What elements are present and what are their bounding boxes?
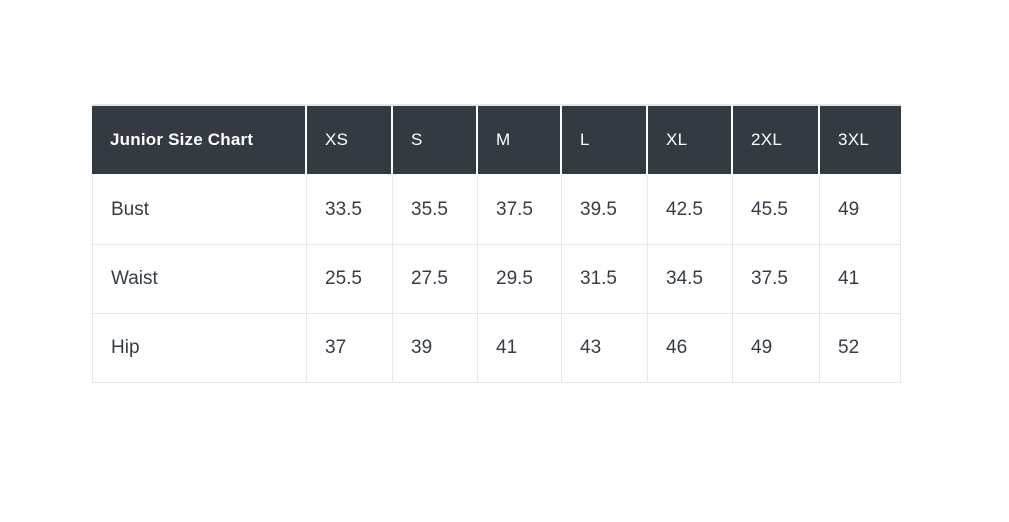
- value-cell: 34.5: [648, 245, 733, 314]
- value-cell: 49: [733, 314, 820, 383]
- value-cell: 41: [478, 314, 562, 383]
- value-cell: 29.5: [478, 245, 562, 314]
- value-cell: 45.5: [733, 176, 820, 245]
- value-cell: 25.5: [307, 245, 393, 314]
- value-cell: 37.5: [733, 245, 820, 314]
- header-row: Junior Size Chart XS S M L XL 2XL 3XL: [92, 104, 901, 176]
- junior-size-chart-table: Junior Size Chart XS S M L XL 2XL 3XL Bu…: [92, 104, 901, 383]
- column-header-2xl: 2XL: [733, 104, 820, 176]
- row-label: Bust: [92, 176, 307, 245]
- value-cell: 37: [307, 314, 393, 383]
- value-cell: 39.5: [562, 176, 648, 245]
- value-cell: 27.5: [393, 245, 478, 314]
- table-row-hip: Hip 37 39 41 43 46 49 52: [92, 314, 901, 383]
- column-header-3xl: 3XL: [820, 104, 901, 176]
- value-cell: 46: [648, 314, 733, 383]
- value-cell: 33.5: [307, 176, 393, 245]
- table-row-waist: Waist 25.5 27.5 29.5 31.5 34.5 37.5 41: [92, 245, 901, 314]
- row-label: Waist: [92, 245, 307, 314]
- value-cell: 42.5: [648, 176, 733, 245]
- value-cell: 31.5: [562, 245, 648, 314]
- table-title: Junior Size Chart: [92, 104, 307, 176]
- row-label: Hip: [92, 314, 307, 383]
- table-row-bust: Bust 33.5 35.5 37.5 39.5 42.5 45.5 49: [92, 176, 901, 245]
- column-header-s: S: [393, 104, 478, 176]
- value-cell: 39: [393, 314, 478, 383]
- value-cell: 52: [820, 314, 901, 383]
- value-cell: 35.5: [393, 176, 478, 245]
- table-header: Junior Size Chart XS S M L XL 2XL 3XL: [92, 104, 901, 176]
- table-body: Bust 33.5 35.5 37.5 39.5 42.5 45.5 49 Wa…: [92, 176, 901, 383]
- column-header-xl: XL: [648, 104, 733, 176]
- column-header-xs: XS: [307, 104, 393, 176]
- size-chart-container: Junior Size Chart XS S M L XL 2XL 3XL Bu…: [92, 104, 901, 383]
- column-header-m: M: [478, 104, 562, 176]
- value-cell: 41: [820, 245, 901, 314]
- value-cell: 37.5: [478, 176, 562, 245]
- value-cell: 43: [562, 314, 648, 383]
- value-cell: 49: [820, 176, 901, 245]
- column-header-l: L: [562, 104, 648, 176]
